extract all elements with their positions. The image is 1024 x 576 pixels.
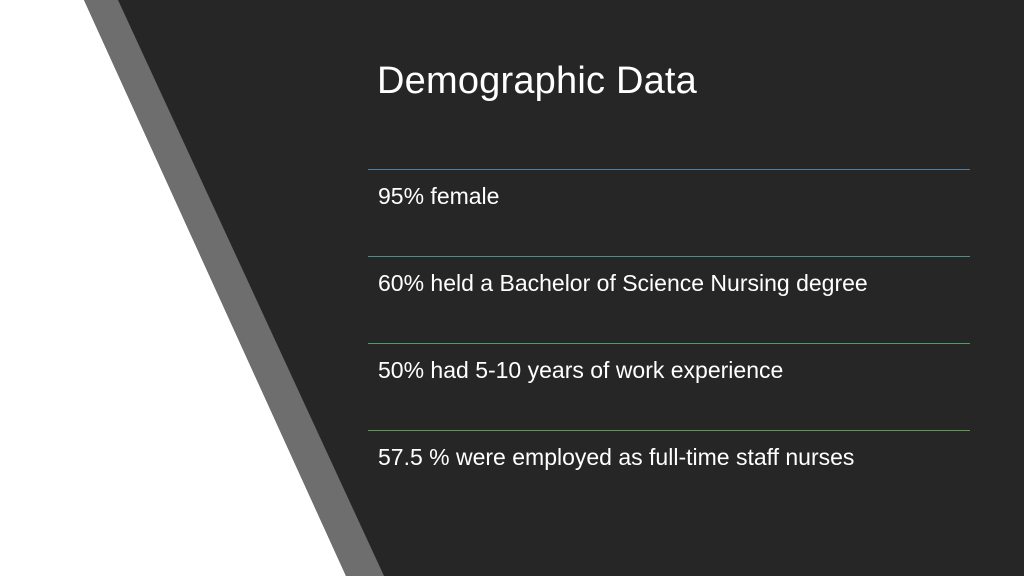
- list-item: 95% female: [368, 169, 970, 256]
- slide-title: Demographic Data: [377, 60, 698, 102]
- white-panel: [0, 0, 346, 576]
- gray-stripe: [84, 0, 384, 576]
- divider: [368, 169, 970, 170]
- divider: [368, 430, 970, 431]
- list-item-text: 50% had 5-10 years of work experience: [378, 357, 784, 383]
- list-item: 50% had 5-10 years of work experience: [368, 343, 970, 430]
- divider: [368, 256, 970, 257]
- list-item-text: 60% held a Bachelor of Science Nursing d…: [378, 270, 868, 296]
- list-item-text: 57.5 % were employed as full-time staff …: [378, 444, 855, 470]
- list-item-text: 95% female: [378, 183, 500, 209]
- list-item: 60% held a Bachelor of Science Nursing d…: [368, 256, 970, 343]
- divider: [368, 343, 970, 344]
- demographic-list: 95% female 60% held a Bachelor of Scienc…: [368, 169, 970, 517]
- list-item: 57.5 % were employed as full-time staff …: [368, 430, 970, 517]
